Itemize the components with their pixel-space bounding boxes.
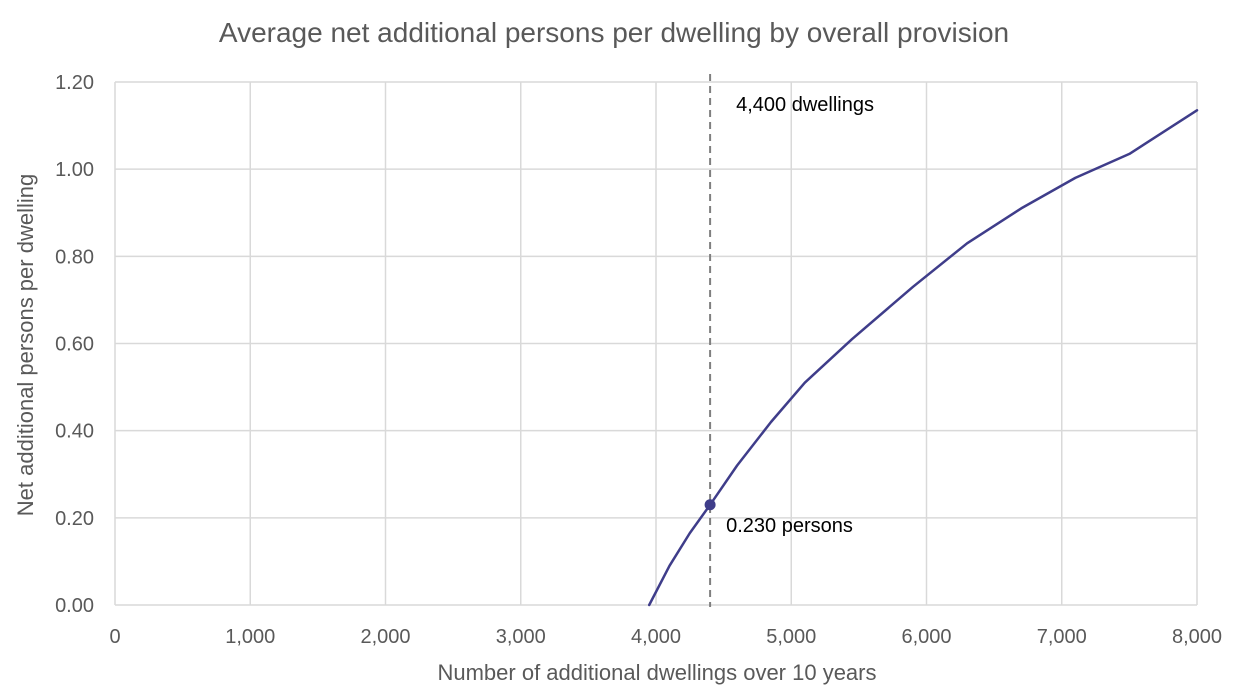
x-tick-label: 7,000	[1037, 626, 1087, 648]
grid	[114, 81, 1198, 606]
x-tick-label: 1,000	[225, 626, 275, 648]
x-tick-label: 0	[109, 626, 120, 648]
x-axis-title: Number of additional dwellings over 10 y…	[437, 660, 876, 685]
y-tick-label: 0.80	[55, 246, 94, 268]
y-tick-label: 0.20	[55, 508, 94, 530]
y-tick-label: 0.60	[55, 334, 94, 356]
annotations: 4,400 dwellings 0.230 persons	[726, 94, 874, 537]
x-tick-label: 3,000	[496, 626, 546, 648]
highlight-point	[704, 499, 716, 511]
y-tick-label: 1.00	[55, 159, 94, 181]
x-tick-label: 6,000	[901, 626, 951, 648]
x-tick-label: 8,000	[1172, 626, 1222, 648]
x-tick-label: 5,000	[766, 626, 816, 648]
x-tick-label: 2,000	[360, 626, 410, 648]
series-group	[647, 109, 1199, 607]
y-axis-title: Net additional persons per dwelling	[13, 174, 38, 516]
y-tick-label: 1.20	[55, 72, 94, 94]
reference-line-label: 4,400 dwellings	[736, 94, 874, 116]
x-tick-label: 4,000	[631, 626, 681, 648]
y-axis-ticks: 0.00 0.20 0.40 0.60 0.80 1.00 1.20	[55, 72, 94, 617]
highlight-point-label: 0.230 persons	[726, 515, 853, 537]
y-tick-label: 0.00	[55, 595, 94, 617]
chart-title: Average net additional persons per dwell…	[219, 17, 1009, 48]
series-line	[647, 109, 1199, 607]
x-axis-ticks: 0 1,000 2,000 3,000 4,000 5,000 6,000 7,000 8,00…	[109, 626, 1222, 648]
y-tick-label: 0.40	[55, 421, 94, 443]
